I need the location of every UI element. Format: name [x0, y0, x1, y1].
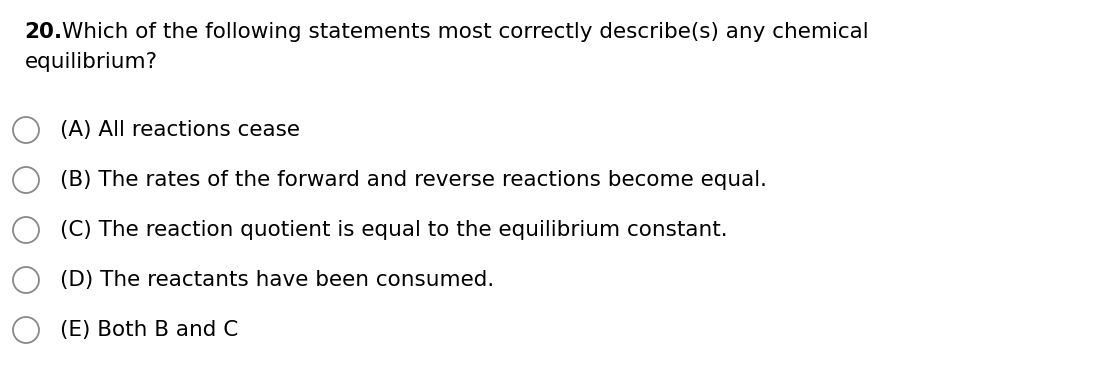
Text: equilibrium?: equilibrium?: [25, 52, 157, 72]
Text: (A) All reactions cease: (A) All reactions cease: [60, 120, 300, 140]
Text: 20.: 20.: [25, 22, 62, 42]
Text: (E) Both B and C: (E) Both B and C: [60, 320, 238, 340]
Text: (D) The reactants have been consumed.: (D) The reactants have been consumed.: [60, 270, 495, 290]
Text: Which of the following statements most correctly describe(s) any chemical: Which of the following statements most c…: [61, 22, 868, 42]
Text: (B) The rates of the forward and reverse reactions become equal.: (B) The rates of the forward and reverse…: [60, 170, 768, 190]
Text: (C) The reaction quotient is equal to the equilibrium constant.: (C) The reaction quotient is equal to th…: [60, 220, 727, 240]
